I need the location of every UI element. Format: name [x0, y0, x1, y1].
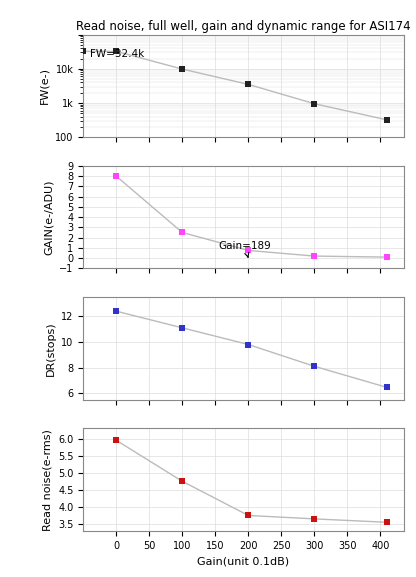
Y-axis label: DR(stops): DR(stops): [45, 321, 56, 376]
Y-axis label: Read noise(e-rms): Read noise(e-rms): [42, 429, 52, 530]
Y-axis label: GAIN(e-/ADU): GAIN(e-/ADU): [44, 179, 54, 255]
Title: Read noise, full well, gain and dynamic range for ASI174: Read noise, full well, gain and dynamic …: [76, 20, 411, 33]
Text: Gain=189: Gain=189: [218, 241, 271, 257]
X-axis label: Gain(unit 0.1dB): Gain(unit 0.1dB): [197, 556, 290, 566]
Text: FW=32.4k: FW=32.4k: [90, 49, 144, 59]
Y-axis label: FW(e-): FW(e-): [40, 68, 50, 104]
